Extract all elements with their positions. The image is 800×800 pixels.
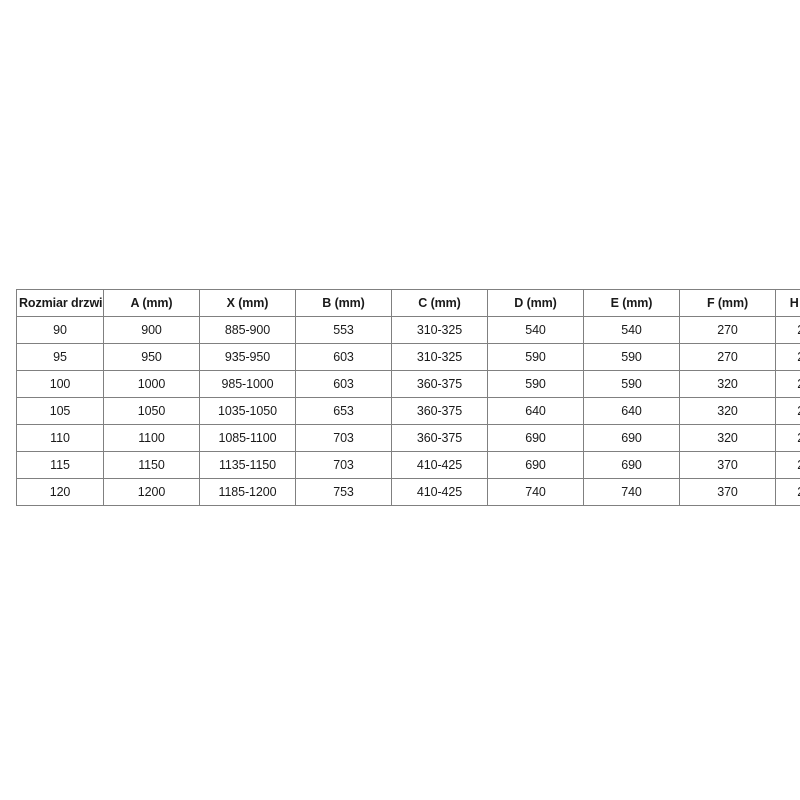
cell-c: 310-325 — [391, 316, 488, 344]
cell-f: 370 — [679, 478, 776, 506]
cell-h: 2000 — [775, 397, 800, 425]
table-row: 115 1150 1135-1150 703 410-425 690 690 3… — [16, 451, 800, 479]
cell-b: 653 — [295, 397, 392, 425]
cell-rozmiar-drzwi: 120 — [16, 478, 104, 506]
cell-a: 1050 — [103, 397, 200, 425]
cell-h: 2000 — [775, 478, 800, 506]
cell-f: 320 — [679, 370, 776, 398]
cell-e: 640 — [583, 397, 680, 425]
cell-rozmiar-drzwi: 105 — [16, 397, 104, 425]
cell-e: 690 — [583, 451, 680, 479]
cell-h: 2000 — [775, 451, 800, 479]
cell-x: 885-900 — [199, 316, 296, 344]
cell-c: 360-375 — [391, 370, 488, 398]
door-size-specification-table: Rozmiar drzwi A (mm) X (mm) B (mm) C (mm… — [16, 289, 800, 506]
table-body: 90 900 885-900 553 310-325 540 540 270 2… — [16, 316, 800, 506]
column-header-b: B (mm) — [295, 289, 392, 317]
cell-rozmiar-drzwi: 110 — [16, 424, 104, 452]
table-row: 90 900 885-900 553 310-325 540 540 270 2… — [16, 316, 800, 344]
cell-b: 703 — [295, 451, 392, 479]
cell-rozmiar-drzwi: 90 — [16, 316, 104, 344]
cell-a: 1100 — [103, 424, 200, 452]
cell-f: 320 — [679, 397, 776, 425]
column-header-e: E (mm) — [583, 289, 680, 317]
column-header-c: C (mm) — [391, 289, 488, 317]
cell-x: 1135-1150 — [199, 451, 296, 479]
cell-b: 603 — [295, 343, 392, 371]
cell-f: 370 — [679, 451, 776, 479]
column-header-a: A (mm) — [103, 289, 200, 317]
cell-d: 740 — [487, 478, 584, 506]
cell-c: 360-375 — [391, 424, 488, 452]
cell-rozmiar-drzwi: 100 — [16, 370, 104, 398]
cell-x: 1185-1200 — [199, 478, 296, 506]
table-row: 95 950 935-950 603 310-325 590 590 270 2… — [16, 343, 800, 371]
table-header: Rozmiar drzwi A (mm) X (mm) B (mm) C (mm… — [16, 289, 800, 317]
cell-d: 640 — [487, 397, 584, 425]
cell-h: 2000 — [775, 316, 800, 344]
cell-x: 1085-1100 — [199, 424, 296, 452]
column-header-h: H (mm) — [775, 289, 800, 317]
table-row: 105 1050 1035-1050 653 360-375 640 640 3… — [16, 397, 800, 425]
cell-d: 690 — [487, 451, 584, 479]
cell-f: 270 — [679, 343, 776, 371]
specification-table-container: Rozmiar drzwi A (mm) X (mm) B (mm) C (mm… — [16, 289, 800, 506]
cell-e: 690 — [583, 424, 680, 452]
cell-x: 1035-1050 — [199, 397, 296, 425]
cell-c: 360-375 — [391, 397, 488, 425]
cell-f: 270 — [679, 316, 776, 344]
cell-a: 950 — [103, 343, 200, 371]
column-header-x: X (mm) — [199, 289, 296, 317]
table-row: 100 1000 985-1000 603 360-375 590 590 32… — [16, 370, 800, 398]
cell-rozmiar-drzwi: 95 — [16, 343, 104, 371]
cell-c: 410-425 — [391, 451, 488, 479]
cell-b: 703 — [295, 424, 392, 452]
cell-d: 690 — [487, 424, 584, 452]
cell-a: 1150 — [103, 451, 200, 479]
cell-b: 603 — [295, 370, 392, 398]
cell-e: 740 — [583, 478, 680, 506]
column-header-rozmiar-drzwi: Rozmiar drzwi — [16, 289, 104, 317]
cell-x: 935-950 — [199, 343, 296, 371]
cell-e: 540 — [583, 316, 680, 344]
cell-c: 310-325 — [391, 343, 488, 371]
cell-f: 320 — [679, 424, 776, 452]
cell-x: 985-1000 — [199, 370, 296, 398]
cell-b: 553 — [295, 316, 392, 344]
cell-c: 410-425 — [391, 478, 488, 506]
cell-a: 900 — [103, 316, 200, 344]
cell-d: 590 — [487, 343, 584, 371]
cell-h: 2000 — [775, 424, 800, 452]
cell-a: 1000 — [103, 370, 200, 398]
cell-b: 753 — [295, 478, 392, 506]
table-header-row: Rozmiar drzwi A (mm) X (mm) B (mm) C (mm… — [16, 289, 800, 317]
table-row: 110 1100 1085-1100 703 360-375 690 690 3… — [16, 424, 800, 452]
cell-h: 2000 — [775, 343, 800, 371]
cell-a: 1200 — [103, 478, 200, 506]
table-row: 120 1200 1185-1200 753 410-425 740 740 3… — [16, 478, 800, 506]
cell-rozmiar-drzwi: 115 — [16, 451, 104, 479]
cell-d: 590 — [487, 370, 584, 398]
cell-e: 590 — [583, 343, 680, 371]
cell-d: 540 — [487, 316, 584, 344]
column-header-d: D (mm) — [487, 289, 584, 317]
cell-e: 590 — [583, 370, 680, 398]
cell-h: 2000 — [775, 370, 800, 398]
column-header-f: F (mm) — [679, 289, 776, 317]
